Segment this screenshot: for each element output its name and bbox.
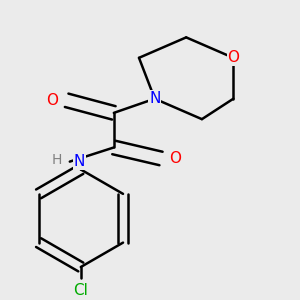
Text: O: O xyxy=(227,50,239,65)
Text: N: N xyxy=(74,154,85,169)
Text: N: N xyxy=(149,91,160,106)
Text: O: O xyxy=(46,93,58,108)
Text: H: H xyxy=(52,153,62,167)
Text: Cl: Cl xyxy=(74,283,88,298)
Text: O: O xyxy=(169,151,181,166)
